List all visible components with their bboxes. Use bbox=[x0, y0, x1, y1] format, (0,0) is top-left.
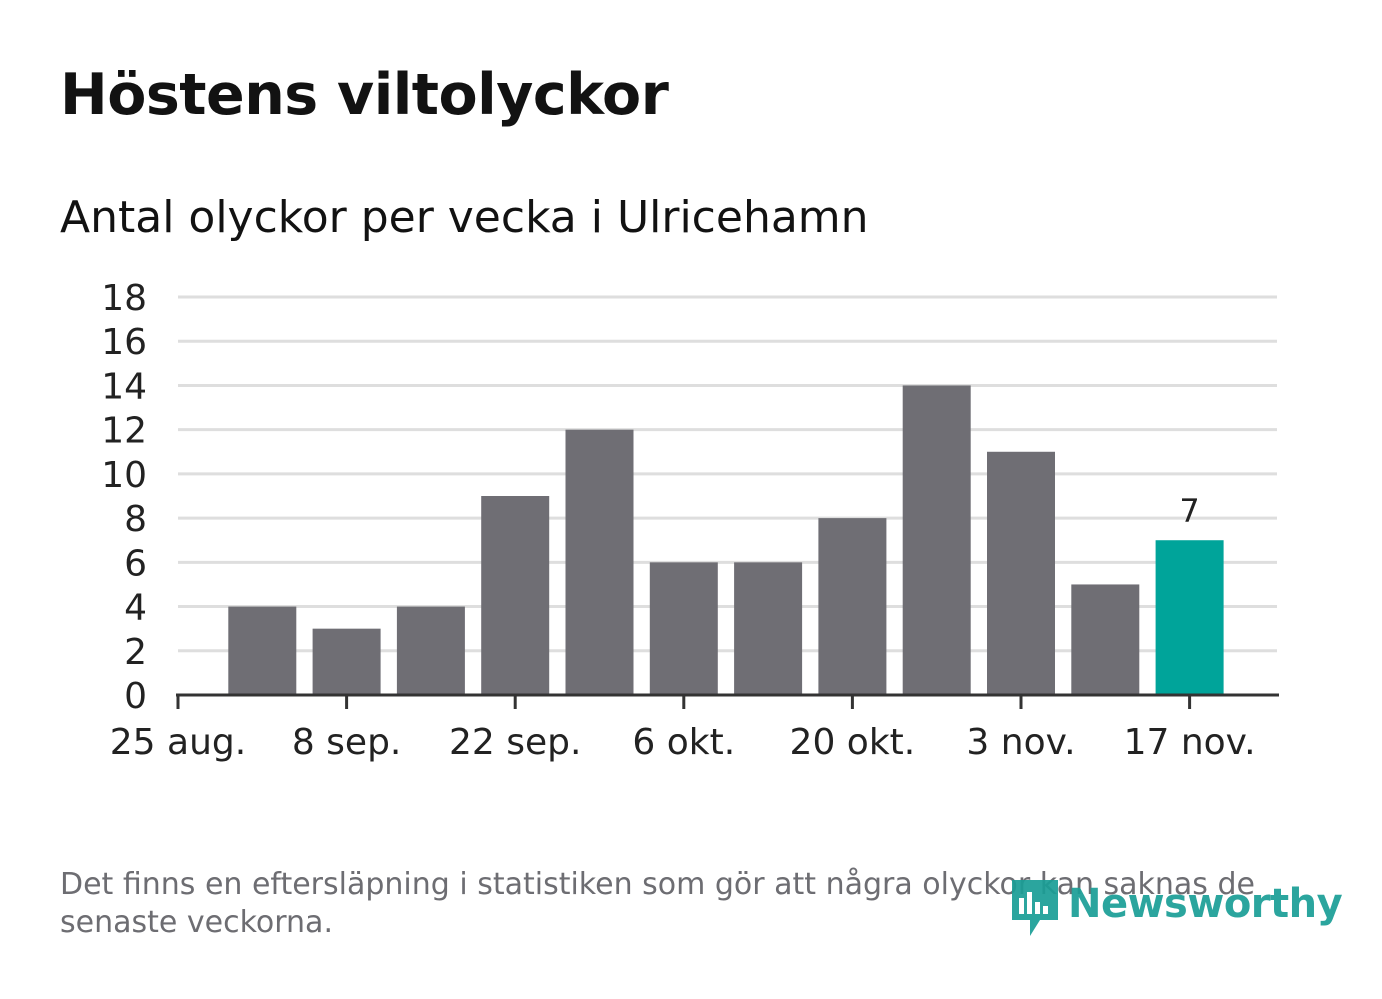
brand-name: Newsworthy bbox=[1068, 881, 1343, 927]
y-tick-label-9: 18 bbox=[101, 278, 147, 319]
bar-6 bbox=[734, 562, 803, 695]
bar-3 bbox=[481, 496, 550, 695]
y-tick-label-5: 10 bbox=[101, 455, 147, 496]
value-labels: 7 bbox=[1179, 492, 1199, 530]
x-axis bbox=[176, 693, 1279, 709]
x-tick-label-2: 22 sep. bbox=[449, 722, 581, 763]
bar-5 bbox=[649, 562, 718, 695]
bar-2 bbox=[396, 606, 465, 695]
bar-9 bbox=[987, 451, 1055, 695]
bar-10 bbox=[1071, 584, 1140, 695]
chart-title: Höstens viltolyckor bbox=[60, 62, 669, 128]
y-tick-label-1: 2 bbox=[124, 632, 147, 673]
y-tick-label-4: 8 bbox=[124, 499, 147, 540]
bar-11 bbox=[1155, 540, 1224, 695]
bar-0 bbox=[228, 606, 297, 695]
x-tick-label-4: 20 okt. bbox=[790, 722, 916, 763]
bar-7 bbox=[818, 518, 887, 695]
y-tick-label-0: 0 bbox=[124, 676, 147, 717]
grid-lines bbox=[178, 295, 1277, 653]
brand-logo: Newsworthy bbox=[1010, 868, 1343, 940]
y-tick-label-3: 6 bbox=[124, 543, 147, 584]
x-axis-tick-labels: 25 aug. 8 sep. 22 sep. 6 okt. 20 okt. 3 nov. 1… bbox=[110, 722, 1256, 763]
x-tick-label-1: 8 sep. bbox=[292, 722, 402, 763]
value-label-0: 7 bbox=[1179, 492, 1199, 530]
bar-4 bbox=[565, 429, 634, 695]
y-tick-label-8: 16 bbox=[101, 322, 147, 363]
x-tick-label-5: 3 nov. bbox=[966, 722, 1075, 763]
newsworthy-logo-icon bbox=[1012, 880, 1058, 936]
bar-1 bbox=[312, 628, 381, 695]
x-tick-label-0: 25 aug. bbox=[110, 722, 246, 763]
x-tick-label-6: 17 nov. bbox=[1124, 722, 1256, 763]
chart-subtitle: Antal olyckor per vecka i Ulricehamn bbox=[60, 192, 869, 243]
y-tick-label-2: 4 bbox=[124, 588, 147, 629]
x-tick-label-3: 6 okt. bbox=[632, 722, 735, 763]
bars bbox=[228, 385, 1224, 695]
y-tick-label-7: 14 bbox=[101, 366, 147, 407]
y-tick-label-6: 12 bbox=[101, 411, 147, 452]
bar-8 bbox=[902, 385, 971, 695]
